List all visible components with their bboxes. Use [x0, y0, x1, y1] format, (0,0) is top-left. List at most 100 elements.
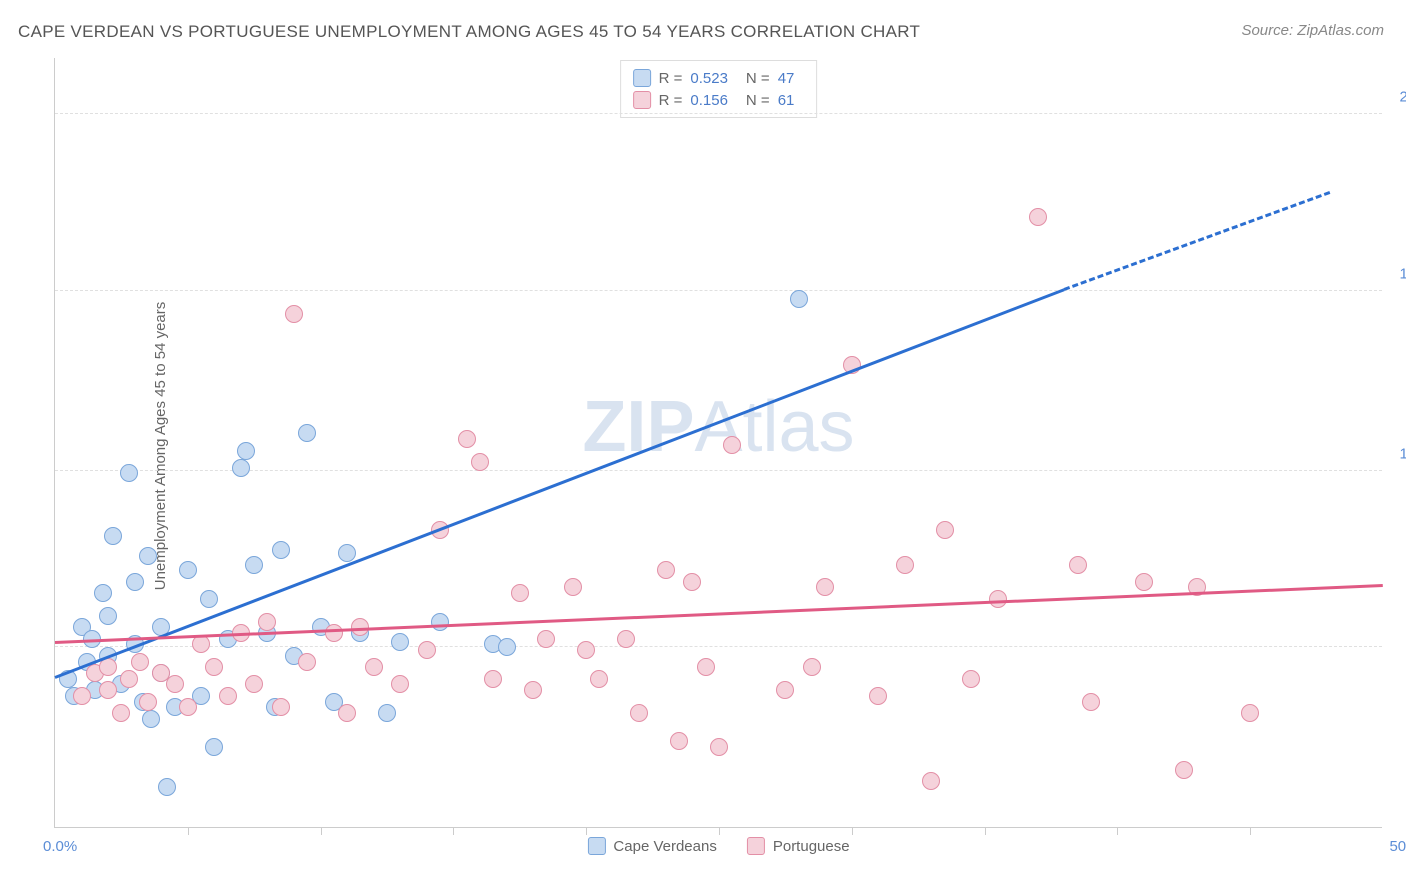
data-point	[989, 590, 1007, 608]
gridline	[55, 113, 1382, 114]
x-tick	[852, 827, 853, 835]
data-point	[285, 305, 303, 323]
data-point	[524, 681, 542, 699]
trend-line	[1064, 191, 1331, 291]
data-point	[166, 675, 184, 693]
y-tick-label: 18.8%	[1387, 265, 1406, 282]
x-tick	[188, 827, 189, 835]
data-point	[99, 681, 117, 699]
data-point	[73, 687, 91, 705]
legend-label: Portuguese	[773, 838, 850, 855]
data-point	[1069, 556, 1087, 574]
data-point	[1175, 761, 1193, 779]
data-point	[710, 738, 728, 756]
data-point	[564, 578, 582, 596]
legend-swatch	[633, 91, 651, 109]
trend-line	[55, 584, 1383, 644]
data-point	[365, 658, 383, 676]
gridline	[55, 470, 1382, 471]
data-point	[936, 521, 954, 539]
x-tick	[321, 827, 322, 835]
legend-label: Cape Verdeans	[613, 838, 716, 855]
legend-r-value: 0.523	[690, 70, 728, 87]
data-point	[1029, 208, 1047, 226]
data-point	[391, 633, 409, 651]
data-point	[816, 578, 834, 596]
data-point	[104, 527, 122, 545]
y-tick-label: 12.5%	[1387, 445, 1406, 462]
data-point	[683, 573, 701, 591]
legend-n-value: 47	[778, 70, 795, 87]
data-point	[120, 464, 138, 482]
data-point	[896, 556, 914, 574]
data-point	[99, 607, 117, 625]
data-point	[237, 442, 255, 460]
data-point	[697, 658, 715, 676]
data-point	[192, 635, 210, 653]
data-point	[471, 453, 489, 471]
data-point	[325, 624, 343, 642]
legend-row: R = 0.523 N = 47	[633, 67, 805, 89]
data-point	[139, 547, 157, 565]
data-point	[205, 658, 223, 676]
data-point	[418, 641, 436, 659]
data-point	[431, 613, 449, 631]
x-tick	[1250, 827, 1251, 835]
data-point	[537, 630, 555, 648]
legend-swatch	[747, 837, 765, 855]
data-point	[272, 541, 290, 559]
data-point	[120, 670, 138, 688]
data-point	[922, 772, 940, 790]
data-point	[962, 670, 980, 688]
data-point	[179, 698, 197, 716]
data-point	[126, 573, 144, 591]
data-point	[338, 704, 356, 722]
data-point	[590, 670, 608, 688]
data-point	[1082, 693, 1100, 711]
source-attribution: Source: ZipAtlas.com	[1241, 22, 1384, 39]
x-tick	[453, 827, 454, 835]
legend-swatch	[587, 837, 605, 855]
data-point	[776, 681, 794, 699]
gridline	[55, 646, 1382, 647]
data-point	[112, 704, 130, 722]
legend-r-label: R =	[659, 70, 683, 87]
watermark: ZIPAtlas	[582, 386, 854, 468]
legend-n-value: 61	[778, 92, 795, 109]
data-point	[245, 556, 263, 574]
legend-n-label: N =	[746, 70, 770, 87]
chart-container: CAPE VERDEAN VS PORTUGUESE UNEMPLOYMENT …	[0, 0, 1406, 892]
data-point	[498, 638, 516, 656]
data-point	[484, 670, 502, 688]
data-point	[723, 436, 741, 454]
data-point	[338, 544, 356, 562]
legend-swatch	[633, 69, 651, 87]
data-point	[205, 738, 223, 756]
data-point	[458, 430, 476, 448]
data-point	[158, 778, 176, 796]
data-point	[391, 675, 409, 693]
x-tick	[1117, 827, 1118, 835]
legend-n-label: N =	[746, 92, 770, 109]
legend-r-label: R =	[659, 92, 683, 109]
legend-r-value: 0.156	[690, 92, 728, 109]
data-point	[1135, 573, 1153, 591]
data-point	[1241, 704, 1259, 722]
y-tick-label: 25.0%	[1387, 89, 1406, 106]
data-point	[298, 653, 316, 671]
data-point	[577, 641, 595, 659]
chart-title: CAPE VERDEAN VS PORTUGUESE UNEMPLOYMENT …	[18, 22, 920, 42]
plot-area: ZIPAtlas 0.0% 50.0% R = 0.523N = 47R = 0…	[54, 58, 1382, 828]
data-point	[94, 584, 112, 602]
legend-row: R = 0.156 N = 61	[633, 89, 805, 111]
data-point	[511, 584, 529, 602]
x-tick	[586, 827, 587, 835]
data-point	[670, 732, 688, 750]
data-point	[142, 710, 160, 728]
x-tick	[985, 827, 986, 835]
gridline	[55, 290, 1382, 291]
data-point	[200, 590, 218, 608]
series-legend: Cape Verdeans Portuguese	[587, 837, 849, 855]
correlation-legend: R = 0.523 N = 47 R = 0.156 N = 61	[620, 60, 818, 118]
data-point	[131, 653, 149, 671]
